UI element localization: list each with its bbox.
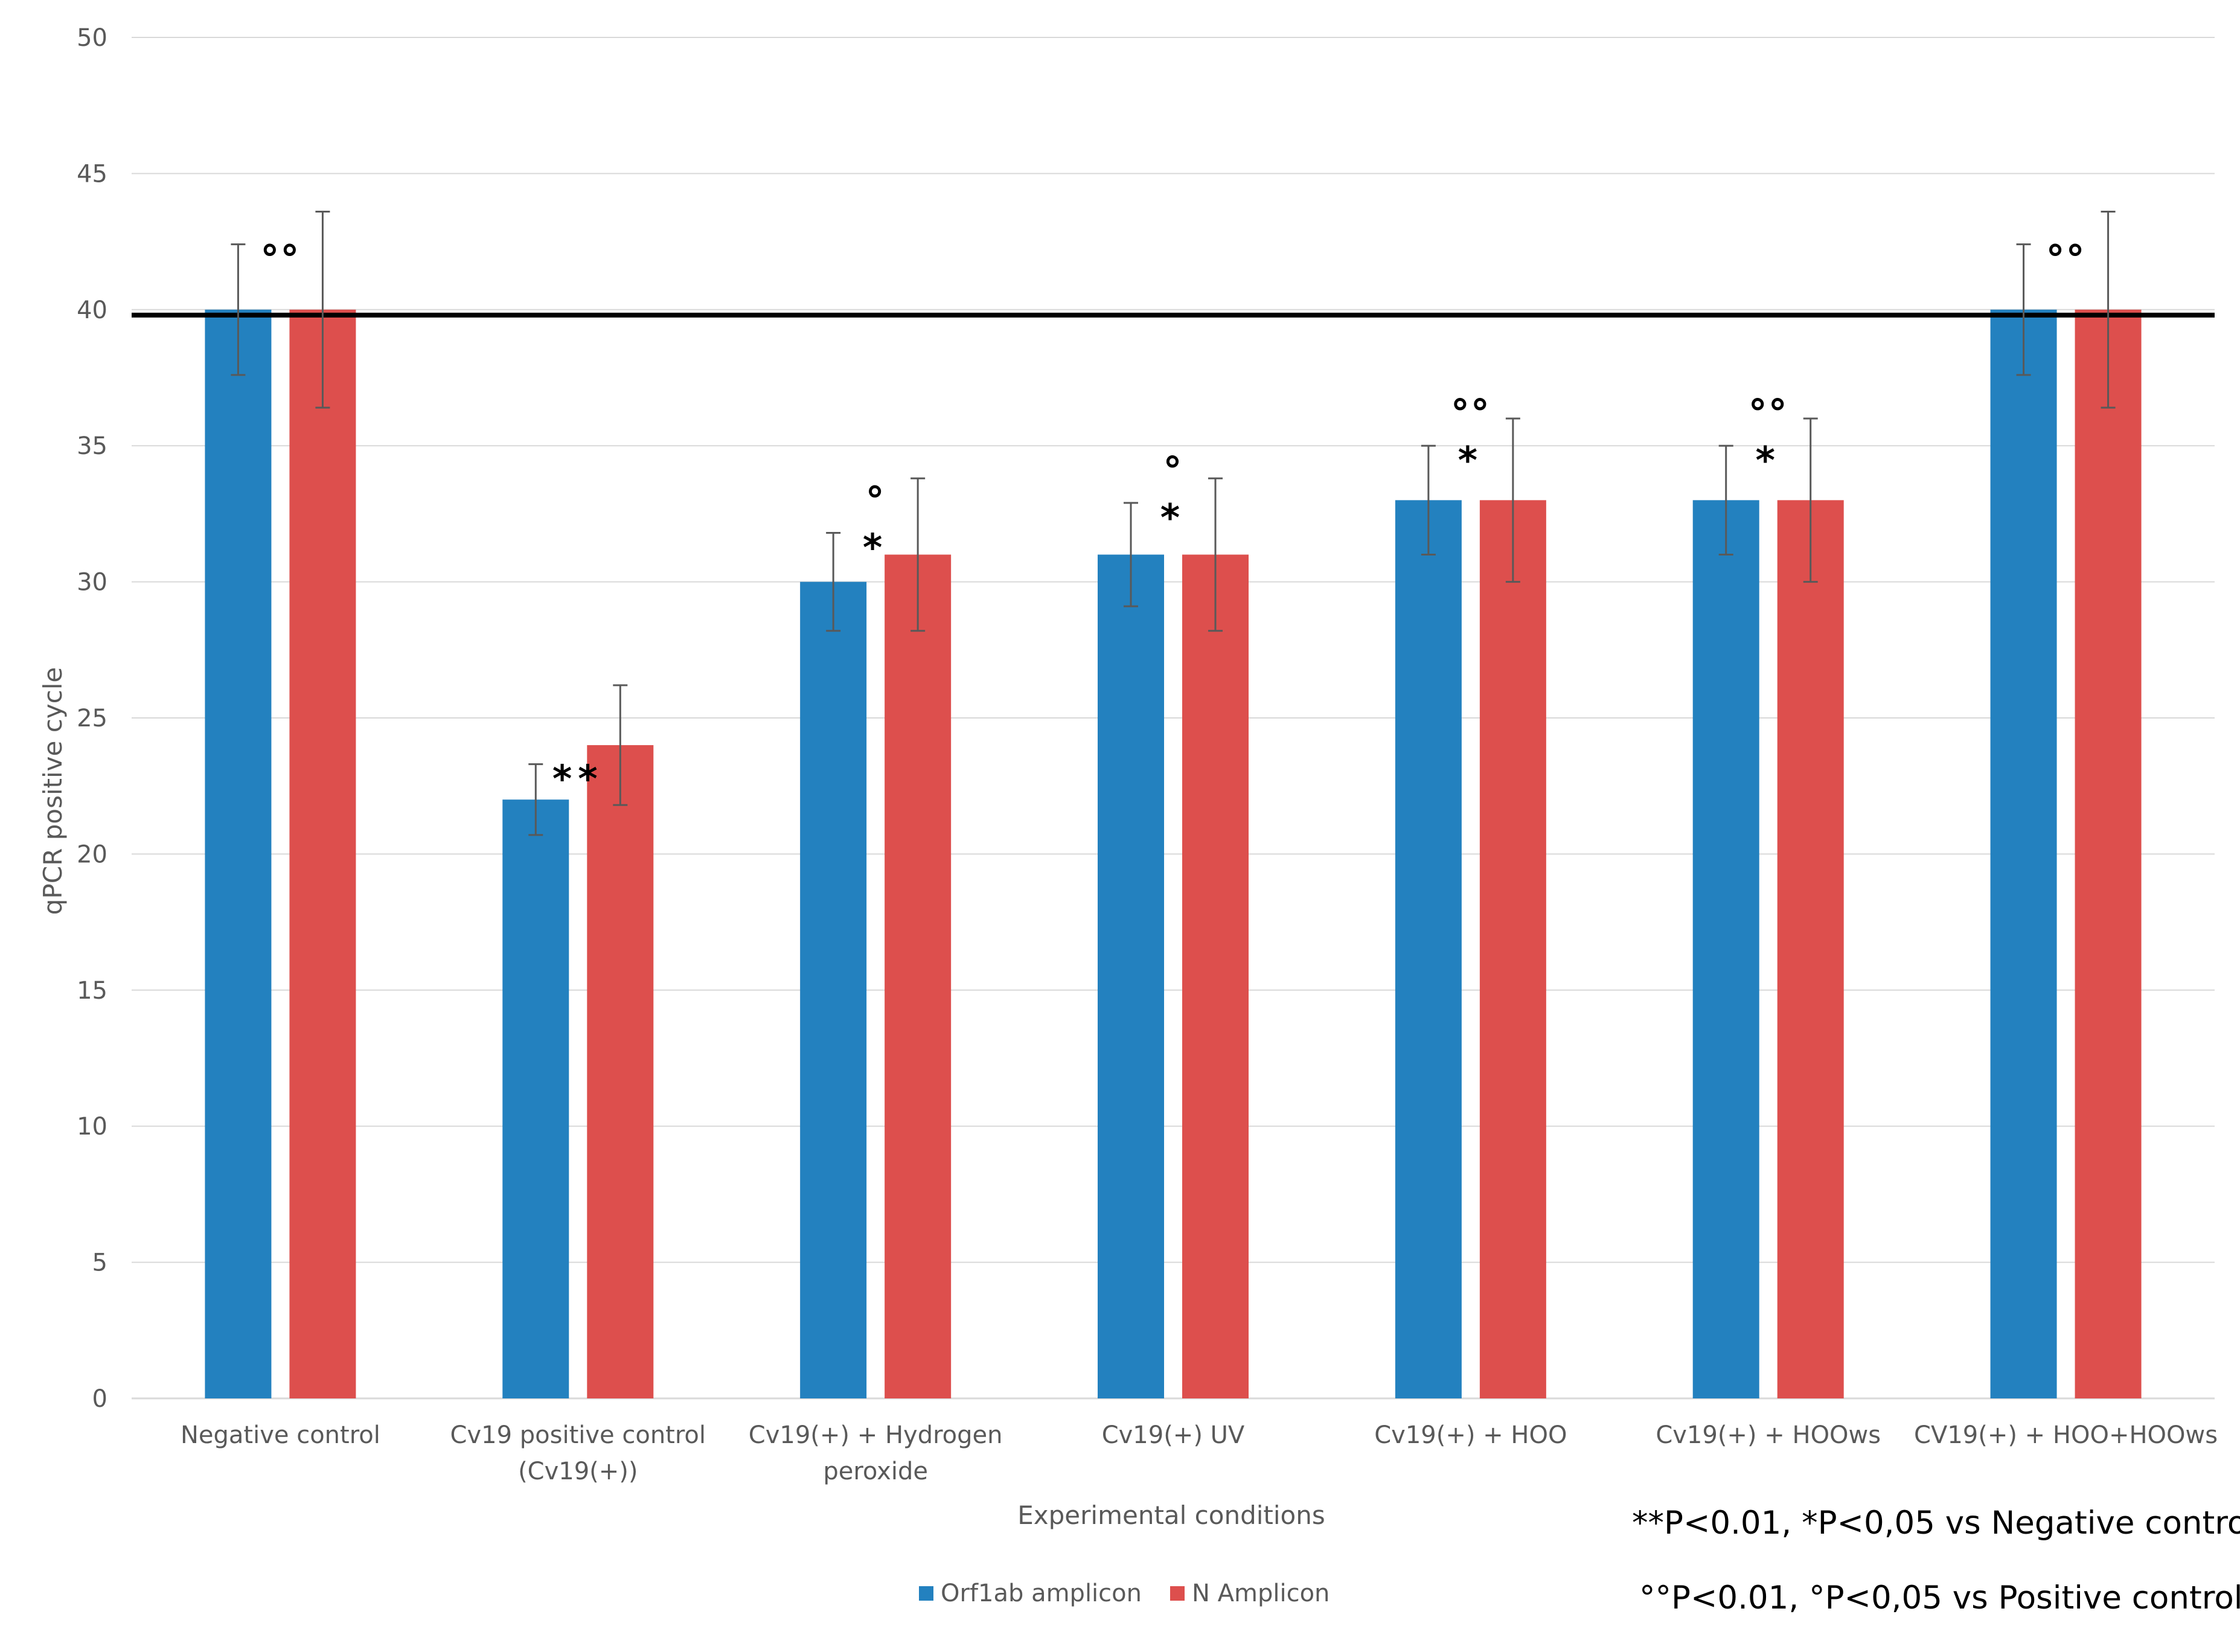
error-bar-series1-cat0 [315, 211, 330, 409]
error-bars [231, 211, 2116, 836]
significance-mark-cat3-1: * [1160, 496, 1186, 540]
significance-mark-cat2-1: * [863, 525, 888, 569]
significance-mark-cat5-1: * [1755, 438, 1781, 482]
category-label-2: Cv19(+) + Hydrogen peroxide [749, 1421, 1003, 1485]
category-label-6: CV19(+) + HOO+HOOws [1914, 1421, 2218, 1449]
x-axis-title: Experimental conditions [1017, 1500, 1325, 1530]
bar-series1-cat1 [587, 745, 654, 1398]
y-tick-label-40: 40 [77, 296, 107, 324]
error-bar-series1-cat4 [1505, 417, 1520, 583]
y-axis-title: qPCR positive cycle [38, 667, 68, 915]
y-tick-label-30: 30 [77, 569, 107, 597]
x-axis-categories: Negative control Cv19 positive control (Cv… [181, 1421, 2218, 1485]
bar-series1-cat0 [289, 309, 356, 1398]
category-label-line: Cv19(+) + Hydrogen [749, 1421, 1003, 1449]
y-tick-label-0: 0 [92, 1385, 107, 1413]
category-label-0: Negative control [181, 1421, 380, 1449]
bar-series0-cat4 [1395, 500, 1462, 1398]
error-bar-series0-cat6 [2016, 243, 2031, 376]
grid-lines [132, 37, 2215, 1263]
legend: Orf1ab amplicon N Amplicon [919, 1580, 1330, 1607]
error-bar-series0-cat3 [1124, 502, 1138, 607]
category-label-line: Cv19 positive control [450, 1421, 706, 1449]
category-label-line: Cv19(+) + HOO [1374, 1421, 1567, 1449]
significance-mark-cat4-1: * [1458, 438, 1483, 482]
bar-series0-cat3 [1098, 554, 1164, 1398]
y-tick-label-45: 45 [77, 160, 107, 188]
y-tick-label-10: 10 [77, 1113, 107, 1141]
bar-series1-cat5 [1777, 500, 1844, 1398]
error-bar-series1-cat1 [613, 684, 628, 806]
legend-label-orf1ab: Orf1ab amplicon [941, 1580, 1142, 1607]
significance-mark-cat2-0: ° [866, 478, 886, 522]
bar-series1-cat4 [1479, 500, 1546, 1398]
legend-label-n-amplicon: N Amplicon [1192, 1580, 1330, 1607]
bars [205, 309, 2142, 1398]
y-tick-label-25: 25 [77, 705, 107, 732]
category-label-1: Cv19 positive control (Cv19(+)) [450, 1421, 706, 1485]
y-axis-ticks: 0 5 10 15 20 25 30 35 40 45 50 [77, 24, 107, 1413]
error-bar-series0-cat1 [528, 763, 543, 836]
significance-mark-cat3-0: ° [1163, 449, 1183, 493]
significance-marks: °°***° *° *°°*°°°° [260, 237, 2086, 801]
category-label-line: CV19(+) + HOO+HOOws [1914, 1421, 2218, 1449]
category-label-line: Negative control [181, 1421, 380, 1449]
category-label-line: Cv19(+) + HOOws [1656, 1421, 1881, 1449]
significance-mark-cat5-0: °° [1749, 391, 1788, 435]
category-label-4: Cv19(+) + HOO [1374, 1421, 1567, 1449]
error-bar-series0-cat2 [826, 531, 841, 632]
bar-series0-cat1 [502, 799, 569, 1398]
significance-mark-cat6-0: °° [2046, 237, 2086, 281]
error-bar-series0-cat4 [1421, 444, 1436, 556]
error-bar-series1-cat6 [2101, 211, 2116, 409]
legend-swatch-orf1ab [919, 1586, 933, 1601]
bar-series1-cat2 [885, 554, 952, 1398]
note-negative-control: **P<0.01, *P<0,05 vs Negative control [1632, 1505, 2240, 1542]
category-label-3: Cv19(+) UV [1102, 1421, 1245, 1449]
y-tick-label-35: 35 [77, 432, 107, 460]
error-bar-series1-cat2 [910, 477, 926, 632]
category-label-line: Cv19(+) UV [1102, 1421, 1245, 1449]
error-bar-series1-cat3 [1208, 477, 1223, 632]
y-tick-label-5: 5 [92, 1249, 107, 1277]
y-tick-label-50: 50 [77, 24, 107, 52]
bar-series0-cat6 [1990, 309, 2057, 1398]
category-label-5: Cv19(+) + HOOws [1656, 1421, 1881, 1449]
y-tick-label-20: 20 [77, 840, 107, 868]
bar-series0-cat5 [1692, 500, 1759, 1398]
error-bar-series1-cat5 [1803, 417, 1818, 583]
bar-series0-cat0 [205, 309, 272, 1398]
bar-series1-cat6 [2075, 309, 2142, 1398]
bar-series0-cat2 [800, 581, 867, 1398]
y-tick-label-15: 15 [77, 977, 107, 1005]
category-label-line: peroxide [823, 1458, 928, 1485]
legend-swatch-n-amplicon [1170, 1586, 1185, 1601]
category-label-line: (Cv19(+)) [518, 1458, 638, 1485]
significance-mark-cat4-0: °° [1451, 391, 1491, 435]
significance-mark-cat0-0: °° [260, 237, 300, 281]
error-bar-series0-cat5 [1718, 444, 1733, 556]
note-positive-control: °°P<0.01, °P<0,05 vs Positive control [1639, 1580, 2240, 1616]
significance-mark-cat1-0: ** [552, 757, 604, 801]
error-bar-series0-cat0 [231, 243, 246, 376]
bar-series1-cat3 [1182, 554, 1249, 1398]
